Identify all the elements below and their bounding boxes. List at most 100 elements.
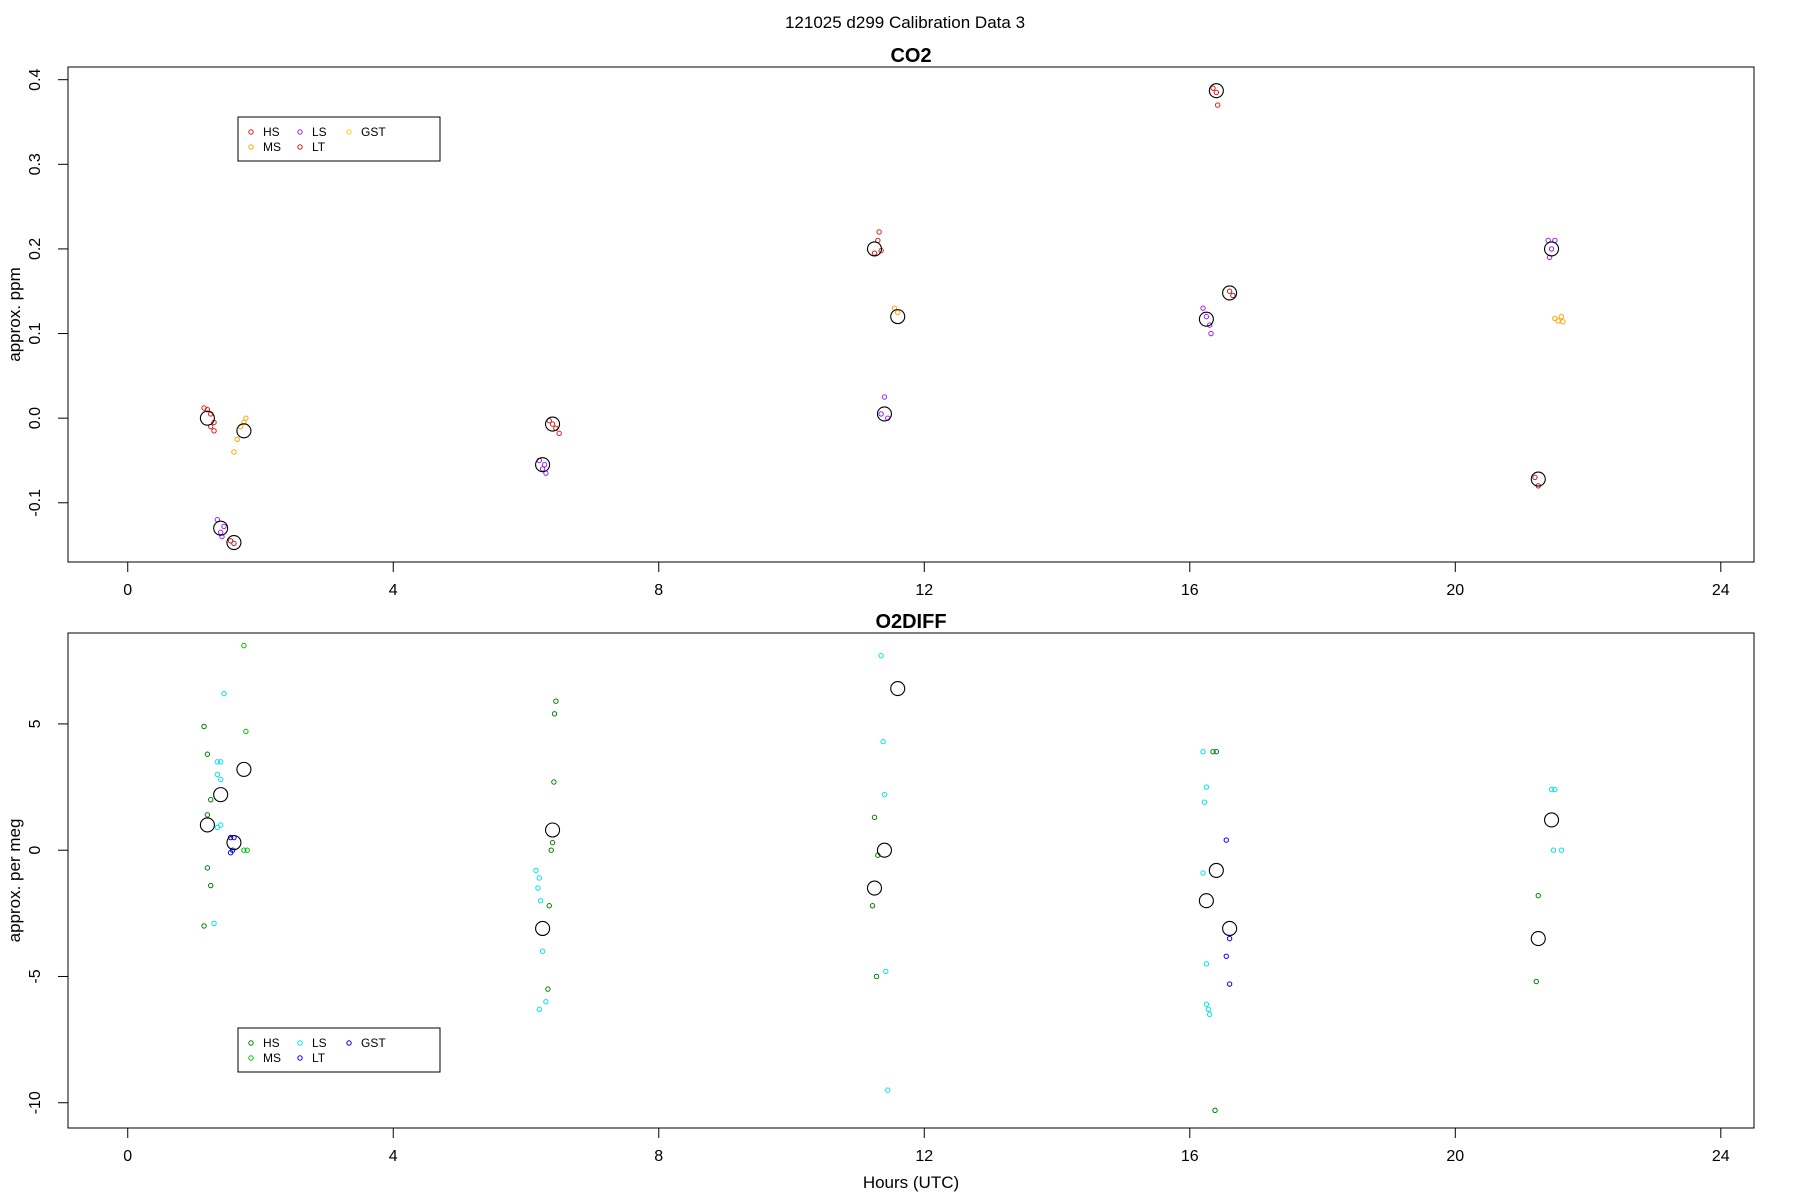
co2-legend-marker — [248, 129, 254, 135]
co2-point-ms — [1552, 315, 1558, 322]
o2diff-point-ls — [537, 898, 544, 904]
o2diff-point-hs — [201, 923, 207, 929]
o2diff-x-tick-label: 4 — [389, 1148, 398, 1165]
o2diff-legend-label: HS — [263, 1036, 280, 1050]
co2-y-tick-label: -0.1 — [27, 489, 44, 517]
o2diff-legend-marker — [297, 1040, 303, 1046]
o2diff-point-hs — [1212, 1107, 1218, 1114]
o2diff-point-ls — [543, 999, 549, 1005]
co2-point-ms — [1560, 318, 1566, 325]
co2-point-ls — [1200, 305, 1206, 311]
co2-panel: CO2 0 4 8 12 16 20 24 -0.1 0.0 0.1 0.2 0.3 0.4 appr… — [5, 45, 1755, 599]
o2diff-y-tick-label: 0 — [27, 846, 44, 855]
co2-point-hs — [211, 428, 217, 434]
co2-legend-marker — [297, 129, 303, 135]
o2diff-point-hs — [545, 986, 551, 992]
co2-point-mean — [213, 520, 229, 536]
co2-point-ls — [1207, 322, 1213, 328]
co2-point-ms — [234, 436, 240, 443]
co2-legend-label: HS — [263, 125, 280, 139]
o2diff-legend-marker — [346, 1040, 352, 1046]
co2-x-tick-label: 0 — [123, 582, 132, 599]
o2diff-point-hs — [208, 882, 214, 889]
o2diff-point-lt — [1226, 935, 1233, 942]
o2diff-y-tick-label: -10 — [27, 1091, 44, 1114]
o2diff-legend-marker — [297, 1055, 303, 1061]
co2-point-ms — [895, 309, 901, 316]
co2-legend-marker — [297, 144, 303, 150]
o2diff-point-hs — [873, 973, 880, 980]
o2diff-point-ls — [1548, 786, 1555, 793]
o2diff-panel: O2DIFF 0 4 8 12 16 20 24 -10 -5 0 5 approx. per m… — [5, 611, 1755, 1192]
o2diff-point-ls — [1207, 1011, 1213, 1018]
co2-point-hs — [556, 430, 562, 437]
o2diff-point-hs — [548, 847, 554, 853]
o2diff-legend-label: MS — [263, 1051, 281, 1065]
co2-x-axis: 0 4 8 12 16 20 24 — [123, 561, 1730, 599]
co2-x-tick-label: 16 — [1181, 582, 1199, 599]
co2-point-ls — [541, 461, 548, 468]
o2diff-point-ls — [221, 690, 227, 697]
o2diff-point-ls — [217, 759, 224, 765]
co2-legend-label: LT — [312, 140, 326, 154]
co2-legend-label: MS — [263, 140, 281, 154]
o2diff-point-ls — [214, 824, 221, 831]
o2diff-point-ls — [211, 920, 217, 927]
co2-y-tick-label: 0.1 — [27, 322, 44, 344]
co2-point-mean — [866, 241, 883, 257]
o2diff-point-mean — [866, 880, 883, 896]
o2diff-point-ls — [1550, 847, 1557, 853]
co2-x-tick-label: 24 — [1712, 582, 1730, 599]
o2diff-legend-box — [237, 1027, 441, 1073]
co2-point-mean — [1198, 311, 1214, 327]
o2diff-point-ls — [1201, 799, 1208, 805]
o2diff-point-ls — [1558, 847, 1565, 853]
o2diff-point-ls — [880, 738, 886, 745]
co2-point-ls — [539, 466, 546, 472]
o2diff-point-hs — [204, 812, 211, 818]
o2diff-x-tick-label: 16 — [1181, 1148, 1199, 1165]
co2-point-mean — [1222, 285, 1238, 301]
co2-point-hs — [1213, 89, 1220, 96]
co2-x-tick-label: 8 — [654, 582, 663, 599]
o2diff-point-hs — [871, 814, 878, 821]
figure-title: 121025 d299 Calibration Data 3 — [785, 13, 1025, 32]
co2-point-ls — [219, 533, 225, 540]
o2diff-point-mean — [236, 761, 252, 777]
o2diff-x-tick-label: 24 — [1712, 1148, 1730, 1165]
o2diff-point-ls — [533, 867, 539, 874]
o2diff-point-ls — [1205, 1006, 1212, 1013]
o2diff-point-lt — [1226, 981, 1233, 987]
o2diff-point-hs — [551, 779, 557, 785]
o2diff-point-hs — [551, 711, 558, 717]
o2diff-point-ls — [1203, 784, 1210, 790]
co2-point-mean — [199, 410, 215, 426]
co2-point-mean — [236, 423, 252, 439]
o2diff-y-axis-label: approx. per meg — [5, 819, 24, 943]
o2diff-point-mean — [213, 787, 229, 803]
o2diff-point-ls — [539, 948, 546, 954]
co2-y-tick-label: 0.2 — [27, 238, 44, 260]
o2diff-point-ls — [885, 1087, 891, 1093]
o2diff-panel-title: O2DIFF — [875, 611, 946, 633]
o2diff-point-mean — [226, 835, 242, 851]
o2diff-point-ls — [1203, 1001, 1210, 1007]
co2-point-ls — [1548, 246, 1555, 252]
co2-y-axis-label: approx. ppm — [5, 267, 24, 362]
o2diff-point-ls — [214, 771, 221, 778]
o2diff-x-tick-label: 8 — [654, 1148, 663, 1165]
o2diff-point-mean — [199, 817, 215, 833]
o2diff-point-ls — [535, 885, 541, 891]
o2diff-legend-marker — [248, 1055, 254, 1061]
co2-point-ls — [878, 411, 884, 417]
o2diff-point-ls — [883, 968, 889, 975]
co2-point-lt — [1532, 474, 1538, 481]
o2diff-point-hs — [1535, 892, 1541, 899]
co2-y-tick-label: 0.3 — [27, 153, 44, 175]
co2-point-lt — [1230, 292, 1236, 299]
o2diff-x-tick-label: 0 — [123, 1148, 132, 1165]
co2-point-hs — [871, 250, 878, 256]
o2diff-point-hs — [204, 751, 211, 757]
co2-point-hs — [1214, 102, 1221, 108]
co2-point-hs — [876, 229, 882, 235]
